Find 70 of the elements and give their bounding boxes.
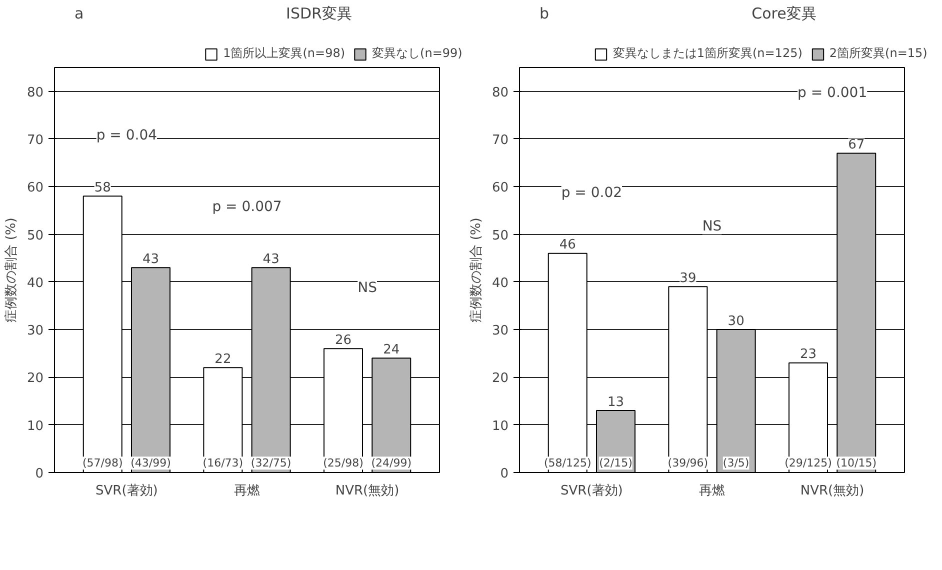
y-tick-label: 10	[492, 418, 509, 434]
bar	[82, 196, 122, 472]
data-label: 43	[262, 252, 280, 267]
bar	[131, 267, 170, 472]
data-label: 13	[607, 394, 624, 410]
y-tick-label: 10	[26, 418, 44, 434]
y-tick-label: 40	[492, 276, 509, 291]
y-tick-label: 30	[26, 324, 44, 339]
annotation: NS	[702, 218, 722, 234]
legend-label: 変異なしまたは1箇所変異(n=125)	[612, 45, 802, 62]
annotation: p = 0.007	[212, 199, 282, 216]
y-tick-label: 20	[492, 371, 509, 386]
y-tick-label: 30	[492, 324, 509, 339]
bar	[668, 286, 708, 472]
data-label: 39	[680, 270, 696, 286]
annotation: (32/75)	[250, 456, 292, 470]
y-tick-label: 70	[492, 132, 509, 148]
chart-title: ISDR変異	[286, 4, 352, 22]
y-tick-label: 60	[26, 180, 44, 196]
annotation: (10/15)	[836, 456, 877, 470]
y-tick-label: 40	[26, 276, 44, 291]
y-tick-label: 70	[26, 132, 44, 148]
y-tick-label: 80	[492, 85, 509, 100]
x-tick-label: NVR(無効)	[335, 484, 400, 498]
legend-label: 1箇所以上変異(n=98)	[223, 45, 346, 62]
x-tick-label: SVR(著効)	[560, 484, 623, 498]
annotation: (58/125)	[544, 456, 592, 470]
annotation: (24/99)	[371, 456, 412, 470]
x-tick-label: SVR(著効)	[96, 484, 158, 498]
text: a	[74, 4, 84, 22]
data-label: 58	[94, 180, 111, 196]
y-tick-label: 50	[26, 228, 44, 244]
annotation: (25/98)	[323, 456, 364, 470]
y-axis-title: 症例数の割合 (%)	[468, 218, 484, 322]
y-tick-label: 60	[492, 180, 509, 196]
text: b	[540, 4, 550, 22]
chart-title: Core変異	[752, 4, 816, 22]
annotation: (2/15)	[599, 456, 632, 470]
y-axis-title: 症例数の割合 (%)	[4, 218, 19, 322]
x-tick-label: 再燃	[234, 484, 260, 498]
x-tick-label: NVR(無効)	[800, 484, 864, 498]
y-tick-label: 20	[26, 371, 44, 386]
annotation: p = 0.04	[96, 128, 158, 144]
annotation: NS	[358, 280, 378, 296]
data-label: 46	[559, 238, 576, 253]
data-label: 26	[334, 332, 352, 348]
annotation: (3/5)	[722, 456, 750, 470]
y-tick-label: 0	[35, 466, 44, 482]
annotation: (16/73)	[202, 456, 244, 470]
annotation: (57/98)	[82, 456, 123, 470]
data-label: 23	[800, 347, 817, 362]
bar	[716, 329, 756, 472]
data-label: 22	[214, 352, 232, 367]
annotation: (43/99)	[130, 456, 171, 470]
annotation: (29/125)	[784, 456, 832, 470]
bar	[251, 267, 291, 472]
bar	[836, 152, 876, 472]
y-tick-label: 50	[492, 228, 509, 244]
data-label: 30	[728, 314, 744, 329]
annotation: p = 0.02	[561, 184, 622, 201]
x-tick-label: 再燃	[699, 484, 725, 498]
data-label: 43	[142, 252, 160, 267]
annotation: (39/96)	[668, 456, 708, 470]
data-label: 24	[383, 342, 400, 358]
data-label: 67	[848, 138, 865, 152]
legend-label: 変異なし(n=99)	[372, 45, 462, 62]
annotation: p = 0.001	[798, 84, 868, 101]
y-tick-label: 80	[26, 85, 44, 100]
y-tick-label: 0	[500, 466, 509, 482]
legend-label: 2箇所変異(n=15)	[829, 45, 928, 62]
